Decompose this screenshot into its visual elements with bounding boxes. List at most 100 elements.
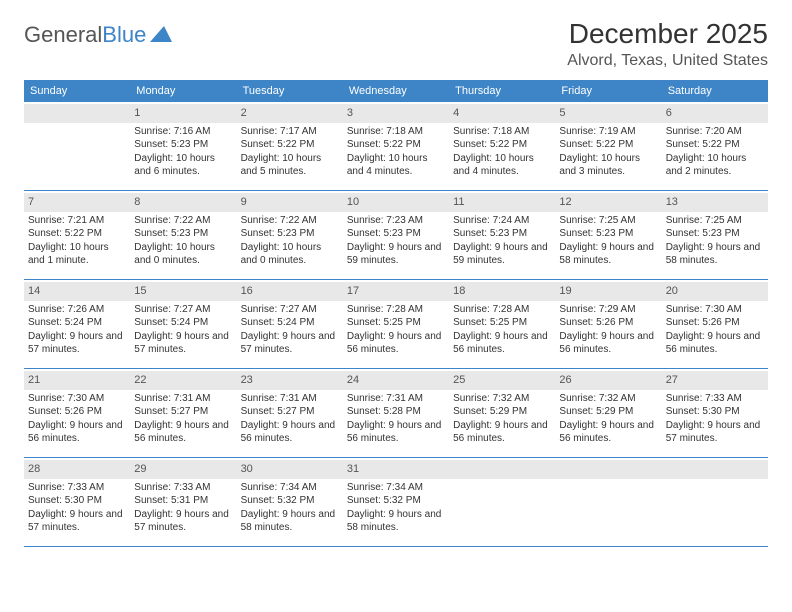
page-header: GeneralBlue December 2025 Alvord, Texas,… bbox=[24, 18, 768, 70]
sunset-text: Sunset: 5:23 PM bbox=[666, 227, 764, 241]
day-cell: 28 Sunrise: 7:33 AMSunset: 5:30 PMDayligh… bbox=[24, 458, 130, 546]
sunrise-text: Sunrise: 7:17 AM bbox=[241, 125, 339, 139]
day-number: 21 bbox=[28, 374, 40, 386]
daylight-text: Daylight: 9 hours and 58 minutes. bbox=[241, 508, 339, 535]
sunset-text: Sunset: 5:23 PM bbox=[559, 227, 657, 241]
day-cell: 5Sunrise: 7:19 AMSunset: 5:22 PMDaylight… bbox=[555, 102, 661, 190]
day-number: 12 bbox=[559, 196, 571, 208]
day-number-row: 15 bbox=[130, 282, 236, 301]
weeks-container: 01Sunrise: 7:16 AMSunset: 5:23 PMDayligh… bbox=[24, 102, 768, 547]
sunrise-text: Sunrise: 7:33 AM bbox=[28, 481, 126, 495]
day-number-row: 26 bbox=[555, 371, 661, 390]
day-number: 10 bbox=[347, 196, 359, 208]
sunset-text: Sunset: 5:30 PM bbox=[28, 494, 126, 508]
day-number-row: 30 bbox=[237, 460, 343, 479]
daylight-text: Daylight: 9 hours and 57 minutes. bbox=[666, 419, 764, 446]
sunset-text: Sunset: 5:23 PM bbox=[347, 227, 445, 241]
day-number-row: 1 bbox=[130, 104, 236, 123]
weekday-header-row: Sunday Monday Tuesday Wednesday Thursday… bbox=[24, 80, 768, 102]
day-cell: 20Sunrise: 7:30 AMSunset: 5:26 PMDayligh… bbox=[662, 280, 768, 368]
day-number-row: 3 bbox=[343, 104, 449, 123]
day-cell: 0 bbox=[555, 458, 661, 546]
sunrise-text: Sunrise: 7:21 AM bbox=[28, 214, 126, 228]
location-text: Alvord, Texas, United States bbox=[567, 52, 768, 70]
day-cell: 10Sunrise: 7:23 AMSunset: 5:23 PMDayligh… bbox=[343, 191, 449, 279]
sunset-text: Sunset: 5:22 PM bbox=[559, 138, 657, 152]
day-cell: 15Sunrise: 7:27 AMSunset: 5:24 PMDayligh… bbox=[130, 280, 236, 368]
day-cell: 0 bbox=[662, 458, 768, 546]
sunrise-text: Sunrise: 7:22 AM bbox=[134, 214, 232, 228]
weekday-header: Tuesday bbox=[237, 80, 343, 102]
day-number: 6 bbox=[666, 107, 672, 119]
daylight-text: Daylight: 9 hours and 57 minutes. bbox=[28, 508, 126, 535]
sunrise-text: Sunrise: 7:34 AM bbox=[347, 481, 445, 495]
day-cell: 2Sunrise: 7:17 AMSunset: 5:22 PMDaylight… bbox=[237, 102, 343, 190]
daylight-text: Daylight: 9 hours and 56 minutes. bbox=[28, 419, 126, 446]
sunset-text: Sunset: 5:24 PM bbox=[241, 316, 339, 330]
sunset-text: Sunset: 5:23 PM bbox=[453, 227, 551, 241]
weekday-header: Thursday bbox=[449, 80, 555, 102]
day-number: 22 bbox=[134, 374, 146, 386]
day-cell: 8Sunrise: 7:22 AMSunset: 5:23 PMDaylight… bbox=[130, 191, 236, 279]
sunset-text: Sunset: 5:22 PM bbox=[28, 227, 126, 241]
day-cell: 3Sunrise: 7:18 AMSunset: 5:22 PMDaylight… bbox=[343, 102, 449, 190]
sunrise-text: Sunrise: 7:18 AM bbox=[347, 125, 445, 139]
day-number: 2 bbox=[241, 107, 247, 119]
day-cell: 24Sunrise: 7:31 AMSunset: 5:28 PMDayligh… bbox=[343, 369, 449, 457]
sunrise-text: Sunrise: 7:28 AM bbox=[453, 303, 551, 317]
day-number: 28 bbox=[28, 463, 40, 475]
sunset-text: Sunset: 5:29 PM bbox=[559, 405, 657, 419]
day-number-row: 22 bbox=[130, 371, 236, 390]
day-number-row: 0 bbox=[24, 104, 130, 123]
sunset-text: Sunset: 5:31 PM bbox=[134, 494, 232, 508]
day-cell: 19Sunrise: 7:29 AMSunset: 5:26 PMDayligh… bbox=[555, 280, 661, 368]
sunset-text: Sunset: 5:24 PM bbox=[134, 316, 232, 330]
sunrise-text: Sunrise: 7:29 AM bbox=[559, 303, 657, 317]
day-number-row: 7 bbox=[24, 193, 130, 212]
sunrise-text: Sunrise: 7:27 AM bbox=[241, 303, 339, 317]
day-number: 8 bbox=[134, 196, 140, 208]
day-number-row: 8 bbox=[130, 193, 236, 212]
title-block: December 2025 Alvord, Texas, United Stat… bbox=[567, 18, 768, 70]
day-cell: 0 bbox=[24, 102, 130, 190]
daylight-text: Daylight: 9 hours and 56 minutes. bbox=[666, 330, 764, 357]
sunset-text: Sunset: 5:25 PM bbox=[453, 316, 551, 330]
daylight-text: Daylight: 9 hours and 57 minutes. bbox=[241, 330, 339, 357]
sunset-text: Sunset: 5:26 PM bbox=[666, 316, 764, 330]
sunset-text: Sunset: 5:22 PM bbox=[453, 138, 551, 152]
day-number-row: 2 bbox=[237, 104, 343, 123]
daylight-text: Daylight: 10 hours and 2 minutes. bbox=[666, 152, 764, 179]
day-number-row: 17 bbox=[343, 282, 449, 301]
day-cell: 31Sunrise: 7:34 AMSunset: 5:32 PMDayligh… bbox=[343, 458, 449, 546]
day-number: 18 bbox=[453, 285, 465, 297]
day-cell: 16Sunrise: 7:27 AMSunset: 5:24 PMDayligh… bbox=[237, 280, 343, 368]
day-number-row: 4 bbox=[449, 104, 555, 123]
sunrise-text: Sunrise: 7:34 AM bbox=[241, 481, 339, 495]
sunset-text: Sunset: 5:25 PM bbox=[347, 316, 445, 330]
day-cell: 14Sunrise: 7:26 AMSunset: 5:24 PMDayligh… bbox=[24, 280, 130, 368]
day-number: 5 bbox=[559, 107, 565, 119]
day-number: 30 bbox=[241, 463, 253, 475]
day-number-row: 21 bbox=[24, 371, 130, 390]
sunset-text: Sunset: 5:32 PM bbox=[347, 494, 445, 508]
weekday-header: Wednesday bbox=[343, 80, 449, 102]
day-number: 31 bbox=[347, 463, 359, 475]
sunrise-text: Sunrise: 7:30 AM bbox=[28, 392, 126, 406]
sunset-text: Sunset: 5:24 PM bbox=[28, 316, 126, 330]
sunrise-text: Sunrise: 7:22 AM bbox=[241, 214, 339, 228]
day-number: 20 bbox=[666, 285, 678, 297]
day-number: 19 bbox=[559, 285, 571, 297]
day-cell: 23Sunrise: 7:31 AMSunset: 5:27 PMDayligh… bbox=[237, 369, 343, 457]
day-number: 7 bbox=[28, 196, 34, 208]
day-number-row: 0 bbox=[555, 460, 661, 479]
sunrise-text: Sunrise: 7:33 AM bbox=[666, 392, 764, 406]
day-number-row: 31 bbox=[343, 460, 449, 479]
logo-text-blue: Blue bbox=[102, 22, 146, 48]
day-number: 24 bbox=[347, 374, 359, 386]
week-row: 7Sunrise: 7:21 AMSunset: 5:22 PMDaylight… bbox=[24, 191, 768, 280]
day-number: 9 bbox=[241, 196, 247, 208]
day-number-row: 14 bbox=[24, 282, 130, 301]
day-cell: 0 bbox=[449, 458, 555, 546]
day-cell: 25Sunrise: 7:32 AMSunset: 5:29 PMDayligh… bbox=[449, 369, 555, 457]
month-title: December 2025 bbox=[567, 18, 768, 50]
